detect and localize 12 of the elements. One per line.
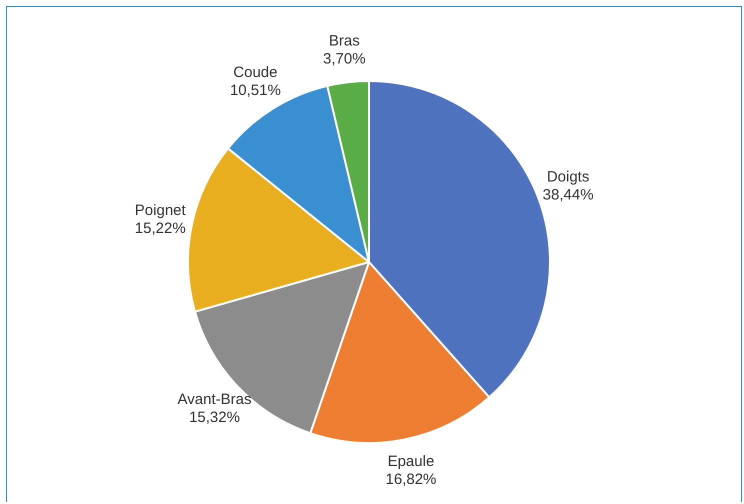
slice-label: Coude	[233, 64, 278, 81]
slice-label: Avant-Bras	[178, 390, 252, 408]
data-label: 15,32%	[189, 408, 240, 426]
data-label: 16,82%	[386, 470, 436, 488]
slice-label: Epaule	[388, 452, 434, 470]
slice-label: Doigts	[546, 168, 590, 186]
data-label: 15,22%	[134, 220, 186, 237]
slice-label: Bras	[328, 32, 360, 50]
data-label: 3,70%	[323, 50, 366, 68]
slice-label: Poignet	[134, 202, 187, 219]
data-label: 10,51%	[230, 82, 281, 99]
data-label: 38,44%	[542, 186, 594, 204]
